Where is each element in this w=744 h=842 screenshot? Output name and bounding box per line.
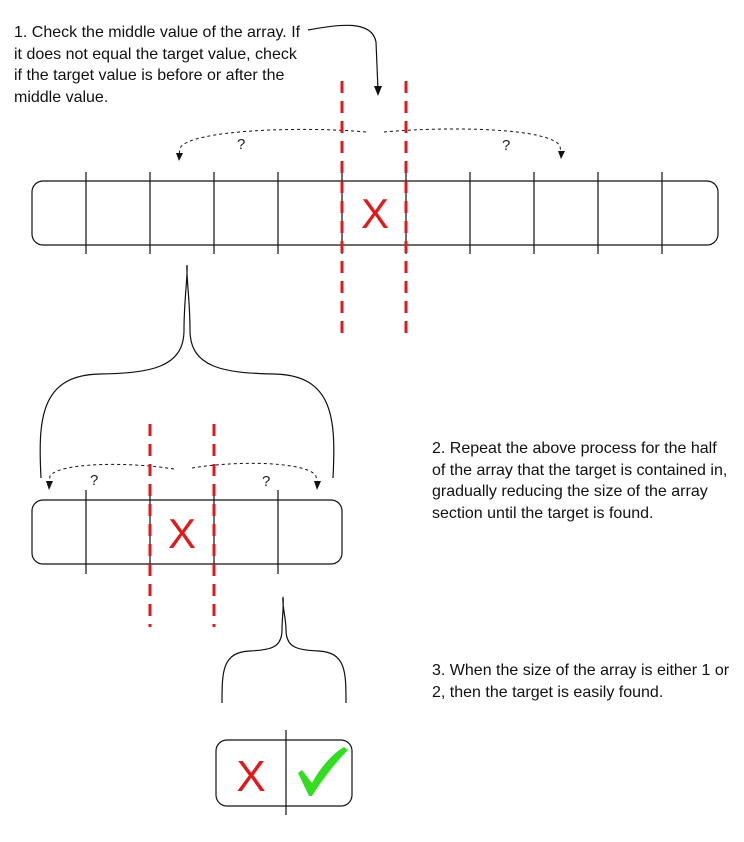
step1-text: 1. Check the middle value of the array. … <box>14 22 304 108</box>
array-half-miss-mark: X <box>168 510 196 557</box>
array2-right-arrowhead <box>314 481 321 490</box>
array-half-outline <box>31 499 343 565</box>
step2-text: 2. Repeat the above process for the half… <box>432 438 732 524</box>
array-final: X <box>215 730 353 815</box>
step1-pointer-arrow <box>307 24 379 91</box>
final-selection-brace <box>221 596 347 704</box>
array2-right-dashed-arrow <box>191 462 318 485</box>
array2-question-left: ? <box>90 472 98 489</box>
step1-description: Check the middle value of the array. If … <box>14 24 301 106</box>
step2-description: Repeat the above process for the half of… <box>432 440 728 522</box>
step1-pointer-arrowhead <box>374 86 382 96</box>
step3-number: 3. <box>432 662 446 679</box>
array-full-miss-mark: X <box>361 190 389 237</box>
array1-question-left: ? <box>237 136 245 153</box>
array2-question-right: ? <box>262 473 270 490</box>
array2-left-dashed-arrow <box>48 463 175 485</box>
array1-left-arrowhead <box>176 153 183 161</box>
array-final-miss-mark: X <box>236 752 265 801</box>
array1-right-arrowhead <box>558 151 565 159</box>
array-full: X <box>31 172 719 254</box>
half-selection-brace <box>39 264 335 479</box>
step2-number: 2. <box>432 440 446 457</box>
array1-right-dashed-arrow <box>383 128 562 155</box>
array-final-outline <box>215 739 353 807</box>
array-full-outline <box>31 180 719 246</box>
array-half: X <box>31 490 343 574</box>
checkmark-icon <box>298 747 348 796</box>
array1-question-right: ? <box>502 137 510 154</box>
array2-left-arrowhead <box>46 481 53 490</box>
array1-left-dashed-arrow <box>178 128 367 157</box>
step3-text: 3. When the size of the array is either … <box>432 660 732 703</box>
step3-description: When the size of the array is either 1 o… <box>432 662 730 701</box>
step1-number: 1. <box>14 24 28 41</box>
